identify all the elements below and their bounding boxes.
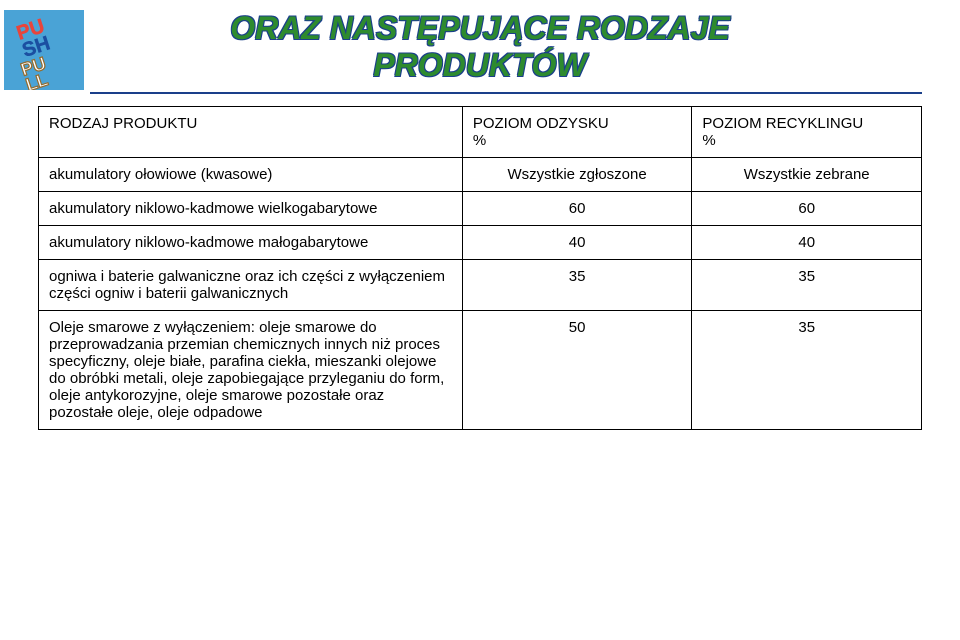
table-row: Oleje smarowe z wyłączeniem: oleje smaro… <box>39 310 922 429</box>
slide-title: ORAZ NASTĘPUJĄCE RODZAJE PRODUKTÓW <box>230 10 730 84</box>
row-recovery: 50 <box>462 310 692 429</box>
title-line-1: ORAZ NASTĘPUJĄCE RODZAJE <box>230 10 730 46</box>
row-label: akumulatory ołowiowe (kwasowe) <box>39 157 463 191</box>
row-label: ogniwa i baterie galwaniczne oraz ich cz… <box>39 259 463 310</box>
products-table: RODZAJ PRODUKTU POZIOM ODZYSKU % POZIOM … <box>38 106 922 430</box>
table-body: akumulatory ołowiowe (kwasowe)Wszystkie … <box>39 157 922 429</box>
divider <box>90 92 922 94</box>
title-block: ORAZ NASTĘPUJĄCE RODZAJE PRODUKTÓW <box>0 0 960 84</box>
row-label: akumulatory niklowo-kadmowe małogabaryto… <box>39 225 463 259</box>
table-row: akumulatory niklowo-kadmowe wielkogabary… <box>39 191 922 225</box>
row-recycling: Wszystkie zebrane <box>692 157 922 191</box>
table-row: akumulatory niklowo-kadmowe małogabaryto… <box>39 225 922 259</box>
push-pull-logo: PU SH PU LL <box>4 10 84 90</box>
row-label: Oleje smarowe z wyłączeniem: oleje smaro… <box>39 310 463 429</box>
table-container: RODZAJ PRODUKTU POZIOM ODZYSKU % POZIOM … <box>38 106 922 430</box>
table-row: akumulatory ołowiowe (kwasowe)Wszystkie … <box>39 157 922 191</box>
row-recycling: 60 <box>692 191 922 225</box>
header-recycling-level: POZIOM RECYKLINGU % <box>692 106 922 157</box>
row-recycling: 35 <box>692 259 922 310</box>
title-line-2: PRODUKTÓW <box>373 47 586 83</box>
row-label: akumulatory niklowo-kadmowe wielkogabary… <box>39 191 463 225</box>
table-header-row: RODZAJ PRODUKTU POZIOM ODZYSKU % POZIOM … <box>39 106 922 157</box>
header-recovery-level: POZIOM ODZYSKU % <box>462 106 692 157</box>
slide: PU SH PU LL ORAZ NASTĘPUJĄCE RODZAJE PRO… <box>0 0 960 640</box>
row-recycling: 40 <box>692 225 922 259</box>
row-recovery: 35 <box>462 259 692 310</box>
row-recovery: 60 <box>462 191 692 225</box>
header-product-type: RODZAJ PRODUKTU <box>39 106 463 157</box>
row-recovery: 40 <box>462 225 692 259</box>
row-recycling: 35 <box>692 310 922 429</box>
row-recovery: Wszystkie zgłoszone <box>462 157 692 191</box>
table-row: ogniwa i baterie galwaniczne oraz ich cz… <box>39 259 922 310</box>
